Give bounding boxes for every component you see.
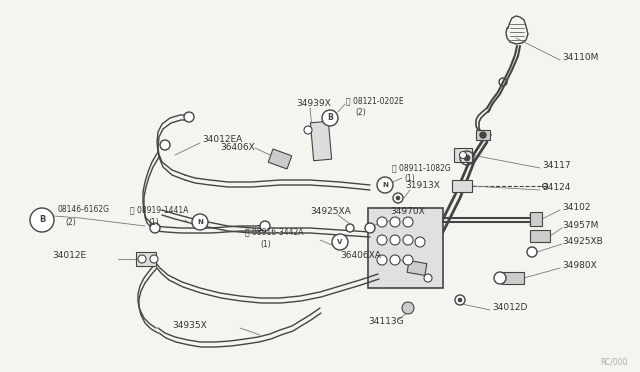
- Circle shape: [346, 224, 354, 232]
- Text: (2): (2): [65, 218, 76, 227]
- Text: 34110M: 34110M: [562, 52, 598, 61]
- Bar: [407, 260, 427, 276]
- Text: 34102: 34102: [562, 202, 591, 212]
- Circle shape: [184, 112, 194, 122]
- Circle shape: [377, 217, 387, 227]
- Circle shape: [402, 302, 414, 314]
- Circle shape: [455, 295, 465, 305]
- Circle shape: [458, 298, 462, 302]
- Text: 34117: 34117: [542, 160, 571, 170]
- Bar: [502, 272, 524, 284]
- Bar: [310, 121, 332, 161]
- Circle shape: [393, 193, 403, 203]
- Text: V: V: [337, 239, 342, 245]
- Text: 34980X: 34980X: [562, 260, 596, 269]
- Circle shape: [30, 208, 54, 232]
- Circle shape: [150, 223, 160, 233]
- Text: 34939X: 34939X: [296, 99, 331, 108]
- Text: ⒱ 08121-0202E: ⒱ 08121-0202E: [346, 96, 404, 106]
- Circle shape: [460, 151, 467, 158]
- Text: 34113G: 34113G: [368, 317, 404, 327]
- Text: 34925XA: 34925XA: [310, 208, 351, 217]
- Text: Ⓝ 08911-1082G: Ⓝ 08911-1082G: [392, 164, 451, 173]
- Bar: [368, 208, 443, 288]
- Text: N: N: [197, 219, 203, 225]
- Text: 36406X: 36406X: [220, 144, 255, 153]
- Circle shape: [390, 255, 400, 265]
- Text: (1): (1): [260, 241, 271, 250]
- Bar: [476, 130, 490, 140]
- Circle shape: [396, 196, 400, 200]
- Circle shape: [377, 235, 387, 245]
- Text: (1): (1): [404, 173, 415, 183]
- Text: 34935X: 34935X: [172, 321, 207, 330]
- Bar: [136, 252, 156, 266]
- Circle shape: [304, 126, 312, 134]
- Text: Ⓗ 08916-3442A: Ⓗ 08916-3442A: [245, 228, 303, 237]
- Circle shape: [464, 155, 470, 161]
- Text: 34970X: 34970X: [390, 208, 425, 217]
- Text: 34012EA: 34012EA: [202, 135, 243, 144]
- Text: 34012D: 34012D: [492, 304, 527, 312]
- Circle shape: [365, 223, 375, 233]
- Circle shape: [138, 255, 146, 263]
- Text: 34925XB: 34925XB: [562, 237, 603, 246]
- Circle shape: [322, 110, 338, 126]
- Text: B: B: [39, 215, 45, 224]
- Bar: [530, 230, 550, 242]
- Text: 08146-6162G: 08146-6162G: [58, 205, 110, 215]
- Text: 34012E: 34012E: [52, 251, 86, 260]
- Bar: [454, 148, 472, 162]
- Circle shape: [390, 217, 400, 227]
- Circle shape: [390, 235, 400, 245]
- Circle shape: [527, 247, 537, 257]
- Bar: [268, 149, 292, 169]
- Circle shape: [332, 234, 348, 250]
- Circle shape: [150, 255, 158, 263]
- Text: 31913X: 31913X: [405, 182, 440, 190]
- Circle shape: [192, 214, 208, 230]
- Circle shape: [403, 235, 413, 245]
- Text: 36406XA: 36406XA: [340, 250, 381, 260]
- Circle shape: [377, 177, 393, 193]
- Text: 34957M: 34957M: [562, 221, 598, 230]
- Circle shape: [160, 140, 170, 150]
- Circle shape: [424, 274, 432, 282]
- Text: 34124: 34124: [542, 183, 570, 192]
- Circle shape: [480, 132, 486, 138]
- Text: (1): (1): [148, 218, 159, 227]
- Circle shape: [494, 272, 506, 284]
- Text: RC/000: RC/000: [600, 357, 627, 366]
- Text: Ⓝ 08919-1441A: Ⓝ 08919-1441A: [130, 205, 188, 215]
- Circle shape: [260, 221, 270, 231]
- Circle shape: [377, 255, 387, 265]
- Text: N: N: [382, 182, 388, 188]
- Circle shape: [403, 255, 413, 265]
- Bar: [530, 212, 542, 226]
- Circle shape: [415, 237, 425, 247]
- Circle shape: [403, 217, 413, 227]
- Text: (2): (2): [355, 108, 365, 116]
- Bar: [452, 180, 472, 192]
- Text: B: B: [327, 113, 333, 122]
